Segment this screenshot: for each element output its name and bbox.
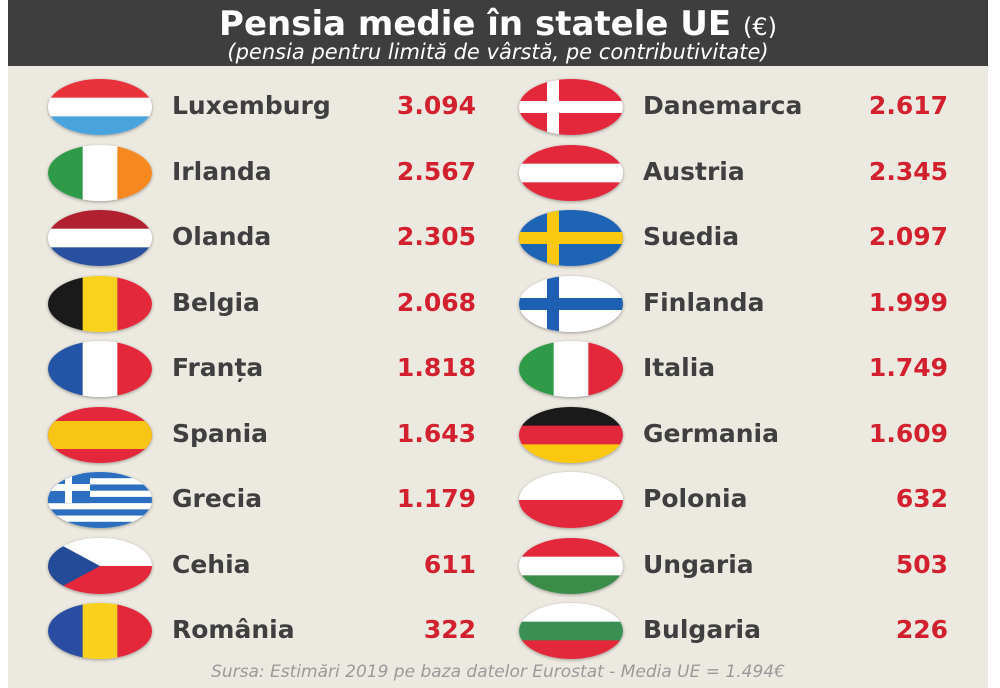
list-item: Belgia 2.068 [48,275,476,336]
germany-flag-icon [519,406,623,463]
pension-value: 2.345 [868,156,948,186]
country-name: Danemarca [643,91,803,120]
country-name: Olanda [172,222,272,251]
infographic: Pensia medie în statele UE (€) (pensia p… [8,0,988,688]
pension-value: 1.179 [396,484,476,513]
list-item: Franța 1.818 [48,341,476,401]
country-name: Irlanda [172,156,272,186]
pension-value: 322 [423,615,476,644]
list-item: Danemarca 2.617 [519,79,948,139]
pension-value: 3.094 [396,91,476,120]
list-item: Grecia 1.179 [48,472,476,532]
country-name: Suedia [643,222,740,251]
source-note: Sursa: Estimări 2019 pe baza datelor Eur… [211,662,785,682]
pension-value: 503 [895,549,948,579]
page-subtitle: (pensia pentru limită de vârstă, pe cont… [227,40,769,64]
list-item: Austria 2.345 [519,144,948,205]
romania-flag-icon [48,603,152,659]
belgium-flag-icon [48,275,152,332]
netherlands-flag-icon [48,210,152,266]
greece-flag-icon [48,472,152,528]
pension-value: 2.567 [396,156,476,186]
list-item: România 322 [48,603,476,663]
list-item: Spania 1.643 [48,406,476,467]
pension-value: 2.617 [868,91,948,120]
country-name: Austria [643,156,745,186]
country-name: Polonia [643,484,748,513]
page-title: Pensia medie în statele UE (€) [8,4,988,47]
list-item: Italia 1.749 [519,341,948,401]
country-name: Germania [643,418,779,448]
pension-value: 1.749 [868,353,948,382]
list-item: Cehia 611 [48,537,476,598]
spain-flag-icon [48,406,152,463]
sweden-flag-icon [519,210,623,266]
country-name: Ungaria [643,549,754,579]
hungary-flag-icon [519,537,623,594]
list-item: Olanda 2.305 [48,210,476,270]
luxembourg-flag-icon [48,79,152,135]
country-name: Grecia [172,484,263,513]
pension-value: 1.999 [868,287,948,317]
title-unit: (€) [742,13,777,41]
list-item: Polonia 632 [519,472,948,532]
czechia-flag-icon [48,537,152,594]
austria-flag-icon [519,144,623,201]
list-item: Luxemburg 3.094 [48,79,476,139]
list-item: Finlanda 1.999 [519,275,948,336]
title-text: Pensia medie în statele UE [219,4,732,44]
list-item: Ungaria 503 [519,537,948,598]
pension-value: 1.609 [868,418,948,448]
list-item: Germania 1.609 [519,406,948,467]
country-name: Bulgaria [643,615,761,644]
country-name: România [172,615,295,644]
ireland-flag-icon [48,144,152,201]
country-name: Italia [643,353,716,382]
pension-value: 632 [895,484,948,513]
france-flag-icon [48,341,152,397]
pension-value: 2.097 [868,222,948,251]
pension-value: 1.643 [396,418,476,448]
pension-value: 2.068 [396,287,476,317]
finland-flag-icon [519,275,623,332]
list-item: Suedia 2.097 [519,210,948,270]
header: Pensia medie în statele UE (€) (pensia p… [8,0,988,66]
pension-value: 226 [895,615,948,644]
pension-value: 611 [423,549,476,579]
country-name: Spania [172,418,269,448]
country-name: Finlanda [643,287,765,317]
country-name: Franța [172,353,264,382]
list-item: Irlanda 2.567 [48,144,476,205]
italy-flag-icon [519,341,623,397]
denmark-flag-icon [519,79,623,135]
country-name: Luxemburg [172,91,331,120]
country-name: Belgia [172,287,260,317]
country-name: Cehia [172,549,251,579]
pension-value: 1.818 [396,353,476,382]
bulgaria-flag-icon [519,603,623,659]
pension-value: 2.305 [396,222,476,251]
poland-flag-icon [519,472,623,528]
list-item: Bulgaria 226 [519,603,948,663]
